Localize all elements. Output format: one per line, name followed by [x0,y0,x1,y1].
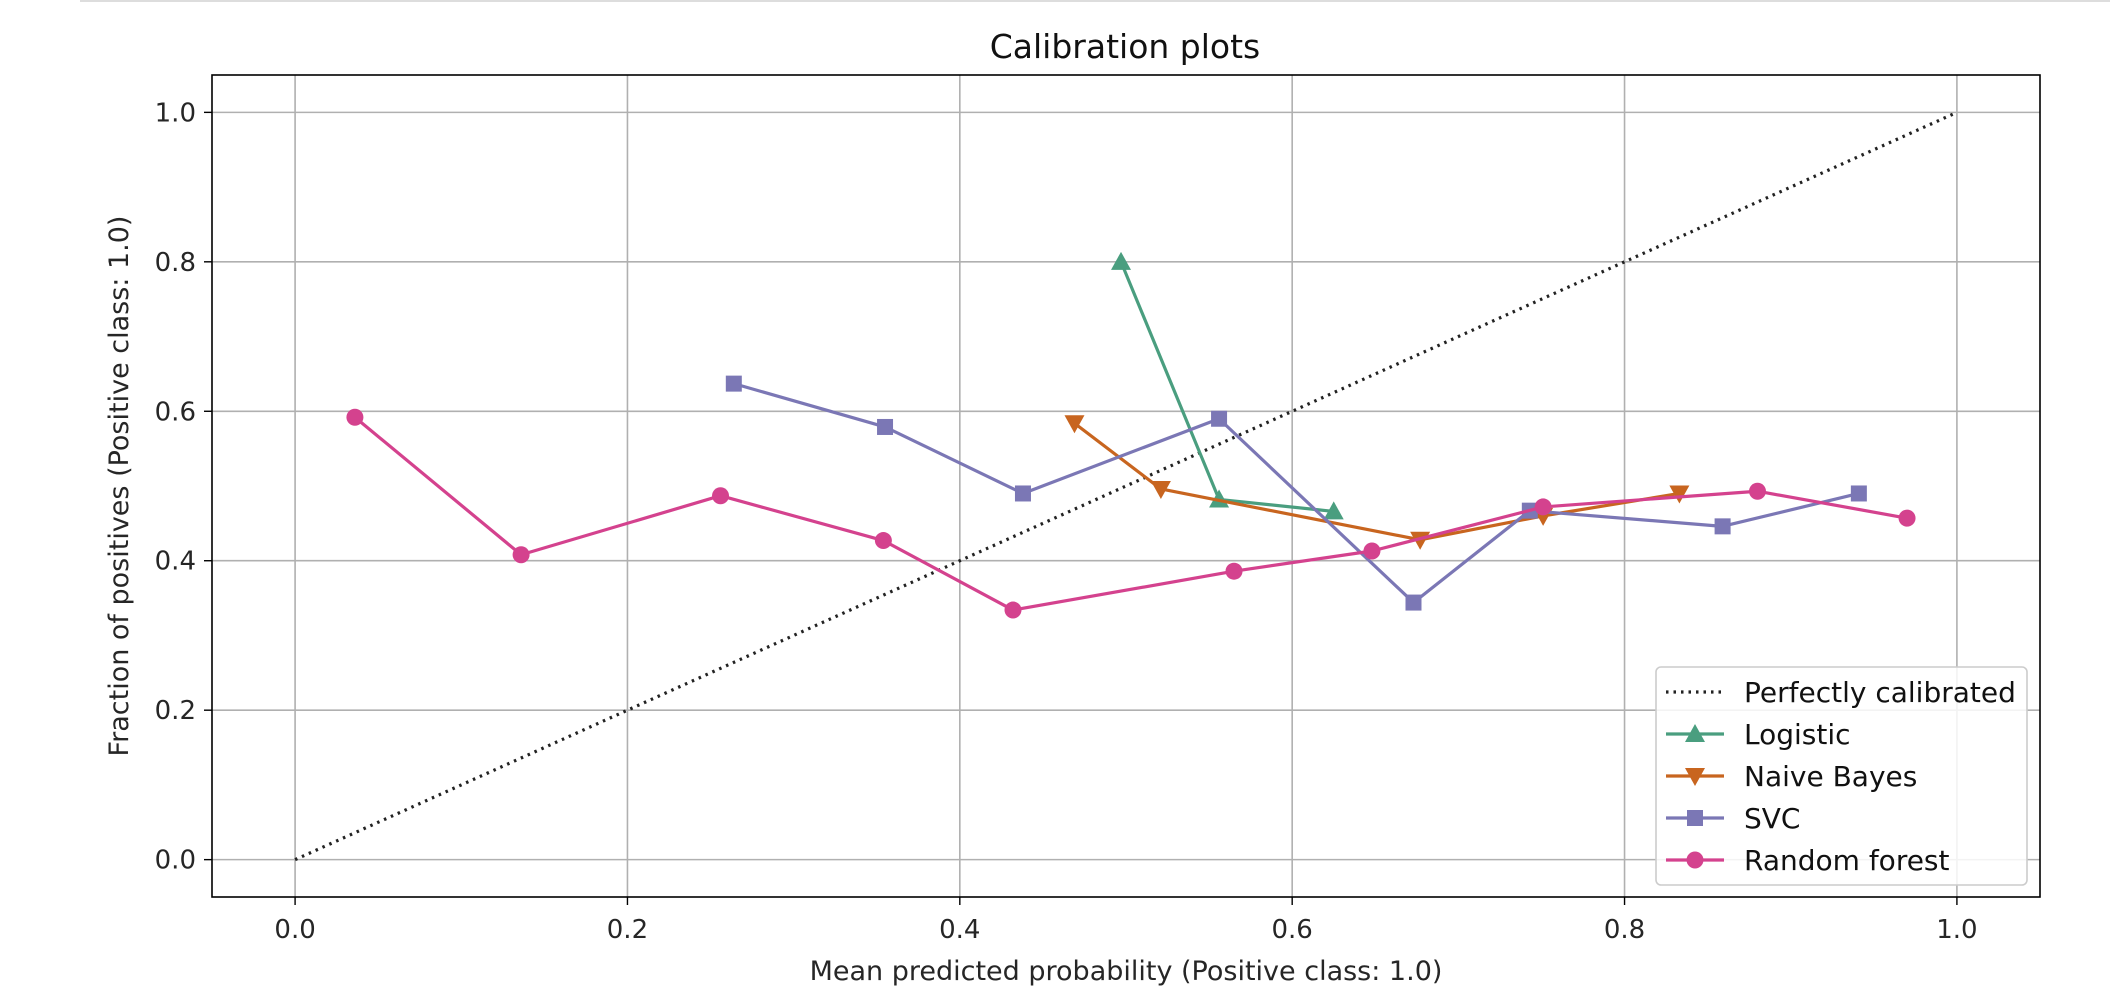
y-tick-label: 0.6 [155,397,196,427]
data-point-svc [1211,410,1228,427]
data-point-random-forest [1898,509,1916,527]
legend-marker [1685,724,1705,742]
data-point-random-forest [874,532,892,550]
data-point-random-forest [346,408,364,426]
legend-entry-svc: SVC [1666,802,1800,835]
x-tick-label: 1.0 [1936,915,1977,945]
y-axis-title: Fraction of positives (Positive class: 1… [104,216,135,757]
data-point-logistic [1323,501,1344,520]
series-line-random-forest [353,416,1908,612]
legend-label: Perfectly calibrated [1744,676,2016,709]
data-point-svc [1850,485,1867,502]
legend-entry-random-forest: Random forest [1666,844,1950,877]
y-tick-label: 0.4 [155,547,196,577]
data-point-svc [1405,594,1422,611]
data-point-random-forest [1534,498,1552,516]
series-line-svc [733,382,1860,605]
legend-label: Naive Bayes [1744,760,1917,793]
chart-title: Calibration plots [990,27,1260,66]
legend-marker [1687,810,1703,826]
legend-entry-perfectly-calibrated: Perfectly calibrated [1666,676,2016,709]
y-tick-label: 0.0 [155,846,196,876]
x-tick-label: 0.6 [1272,915,1313,945]
x-tick-label: 0.2 [607,915,648,945]
legend-entry-logistic: Logistic [1666,718,1851,751]
data-point-random-forest [512,546,530,564]
y-tick-label: 0.2 [155,696,196,726]
legend-box [1655,666,2028,886]
legend-marker [1685,768,1705,786]
plot-area-frame [211,74,2041,898]
axis-ticks: 0.0 0.2 0.4 0.6 0.8 1.0 0.0 0.2 0.4 0.6 0.8 1.0 [155,98,1978,945]
top-divider [80,0,2110,2]
data-point-random-forest [1363,542,1381,560]
data-point-naive-bayes [1064,415,1085,434]
data-point-naive-bayes [1150,480,1171,499]
data-point-random-forest [712,487,730,505]
series-naive-bayes [1064,415,1690,550]
x-tick-label: 0.4 [939,915,980,945]
data-point-random-forest [1225,562,1243,580]
data-point-random-forest [1004,601,1022,619]
data-point-svc [1714,518,1731,535]
legend-label: SVC [1744,802,1800,835]
legend-label: Random forest [1744,844,1950,877]
series-layer [294,110,1958,862]
x-tick-label: 0.0 [274,915,315,945]
x-axis-title: Mean predicted probability (Positive cla… [810,956,1443,987]
legend-entry-naive-bayes: Naive Bayes [1666,760,1917,793]
y-tick-label: 0.8 [155,248,196,278]
data-point-svc [725,375,742,392]
data-point-svc [1014,485,1031,502]
legend-marker [1686,851,1704,869]
legend-label: Logistic [1744,718,1851,751]
series-svc [725,375,1867,611]
data-point-random-forest [1748,482,1766,500]
legend: Perfectly calibrated Logistic Naive Bayes S… [1655,666,2028,886]
y-tick-label: 1.0 [155,98,196,128]
data-point-logistic [1111,251,1132,270]
series-random-forest [346,408,1916,619]
x-tick-label: 0.8 [1604,915,1645,945]
data-point-naive-bayes [1669,485,1690,504]
data-point-svc [877,418,894,435]
series-line-logistic [1119,261,1334,513]
